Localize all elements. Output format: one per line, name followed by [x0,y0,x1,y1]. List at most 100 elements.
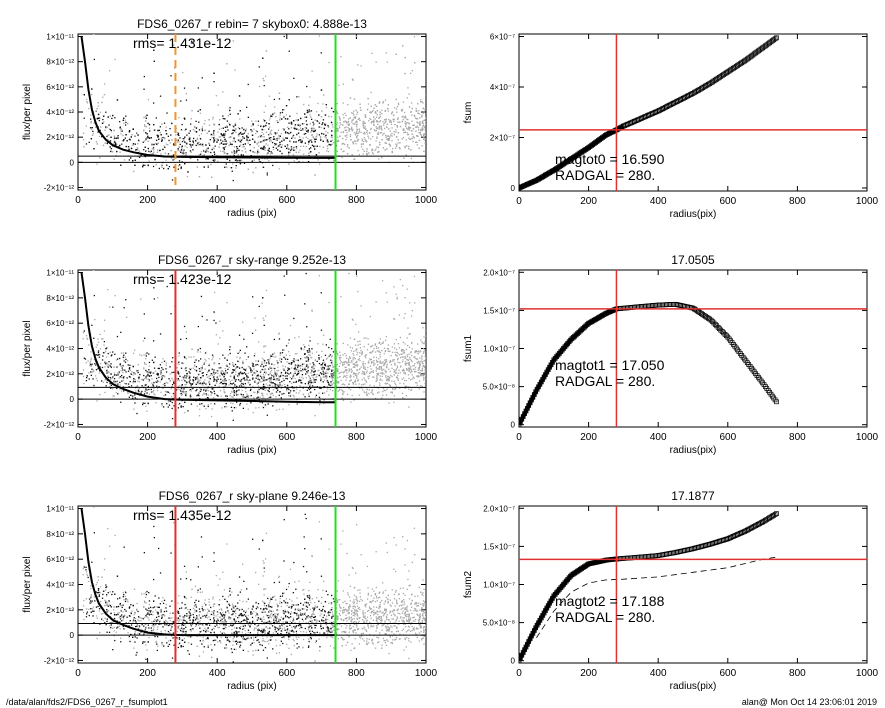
scatter-point [343,150,345,152]
scatter-point [276,409,278,411]
scatter-point [231,391,233,393]
scatter-point [147,164,149,167]
scatter-point [196,166,198,168]
scatter-point [422,86,424,89]
scatter-point [212,373,214,375]
scatter-point [299,385,301,387]
scatter-point [326,376,328,379]
scatter-point [308,141,310,143]
scatter-point [402,349,404,351]
scatter-point [238,145,241,147]
scatter-point [298,336,300,338]
scatter-point [156,373,158,375]
scatter-point [404,117,406,119]
scatter-point [369,365,372,367]
scatter-point [197,159,199,161]
scatter-point [261,402,263,404]
scatter-point [218,146,220,148]
scatter-point [373,121,375,124]
scatter-point [341,363,344,366]
scatter-point [345,361,347,363]
scatter-point [266,414,268,416]
scatter-point [184,136,186,138]
scatter-point [347,361,350,363]
scatter-point [363,137,365,139]
scatter-point [308,344,310,347]
scatter-point [233,146,236,148]
scatter-point [355,116,357,118]
y-tick-label: 1×10⁻¹¹ [46,33,74,42]
scatter-point [237,134,239,136]
scatter-point [322,119,325,121]
scatter-point [354,134,356,136]
scatter-point [381,113,383,115]
scatter-point [423,372,425,374]
scatter-point [168,378,170,380]
scatter-point [151,378,153,380]
scatter-point [196,143,199,145]
scatter-point [182,153,185,155]
scatter-point [382,364,385,367]
scatter-point [114,353,116,355]
scatter-point [156,377,158,380]
scatter-point [261,363,263,365]
scatter-point [202,375,204,377]
scatter-point [354,379,357,381]
scatter-point [407,128,409,130]
scatter-point [408,165,410,167]
scatter-point [236,366,238,368]
scatter-point [373,360,375,362]
scatter-point [404,122,406,125]
scatter-point [397,374,399,377]
scatter-point [182,362,185,365]
scatter-point [109,70,111,72]
scatter-point [318,374,320,376]
scatter-point [212,118,214,120]
scatter-point [369,352,371,354]
scatter-point [169,128,171,130]
scatter-point [125,352,127,354]
scatter-point [153,340,155,342]
scatter-point [348,358,350,360]
scatter-point [226,153,229,155]
scatter-point [134,143,136,145]
scatter-point [148,371,150,373]
scatter-point [85,362,87,364]
scatter-point [362,143,364,145]
scatter-point [261,397,263,399]
scatter-point [131,371,133,373]
scatter-point [405,357,407,359]
scatter-point [272,382,274,384]
scatter-point [331,136,333,139]
scatter-point [112,395,114,397]
scatter-point [357,138,360,141]
scatter-point [418,122,420,124]
scatter-point [92,369,94,371]
scatter-point [412,140,414,143]
scatter-point [273,136,275,138]
scatter-point [387,379,389,382]
scatter-point [196,394,198,397]
scatter-point [321,373,323,375]
scatter-point [125,115,127,117]
scatter-point [337,370,339,372]
scatter-point [423,391,425,393]
scatter-point [366,133,369,135]
scatter-point [359,343,361,345]
scatter-point [395,98,397,101]
scatter-point [260,401,263,403]
scatter-point [138,378,140,380]
scatter-point [309,114,311,116]
scatter-point [188,371,190,373]
rms-annotation: rms= 1.431e-12 [133,35,232,51]
scatter-point [372,393,374,396]
scatter-point [310,382,312,384]
scatter-point [241,133,243,135]
scatter-point [416,358,418,360]
scatter-point [121,380,123,382]
scatter-point [247,394,249,397]
scatter-point [416,118,419,120]
scatter-point [342,150,344,153]
scatter-point [352,352,354,355]
scatter-point [419,372,422,374]
